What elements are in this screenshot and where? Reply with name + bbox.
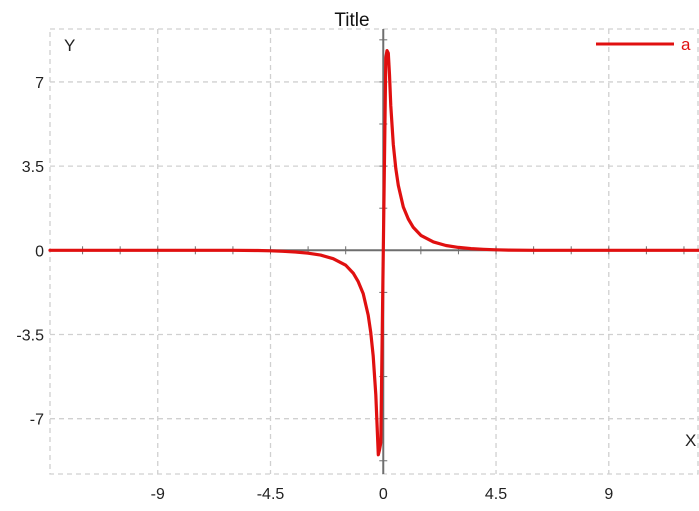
x-tick-label: -9 [151, 486, 165, 503]
ticks: -9 -4.5 0 4.5 9 -7 -3.5 0 3.5 7 [16, 75, 613, 503]
legend-label-a: a [681, 35, 691, 54]
y-tick-label: -3.5 [16, 327, 44, 344]
legend: a [596, 35, 691, 54]
x-tick-label: -4.5 [257, 486, 285, 503]
series-line-a [48, 49, 699, 457]
y-tick-label: 0 [35, 243, 44, 260]
x-tick-label: 0 [379, 486, 388, 503]
y-tick-label: -7 [30, 412, 44, 429]
series-group [48, 49, 699, 457]
x-tick-label: 4.5 [485, 486, 507, 503]
y-tick-label: 3.5 [22, 159, 44, 176]
grid [49, 28, 699, 475]
x-axis-name: X [685, 431, 696, 450]
chart-title: Title [334, 10, 369, 31]
y-tick-label: 7 [35, 75, 44, 92]
x-tick-label: 9 [604, 486, 613, 503]
y-axis-name: Y [64, 36, 75, 55]
